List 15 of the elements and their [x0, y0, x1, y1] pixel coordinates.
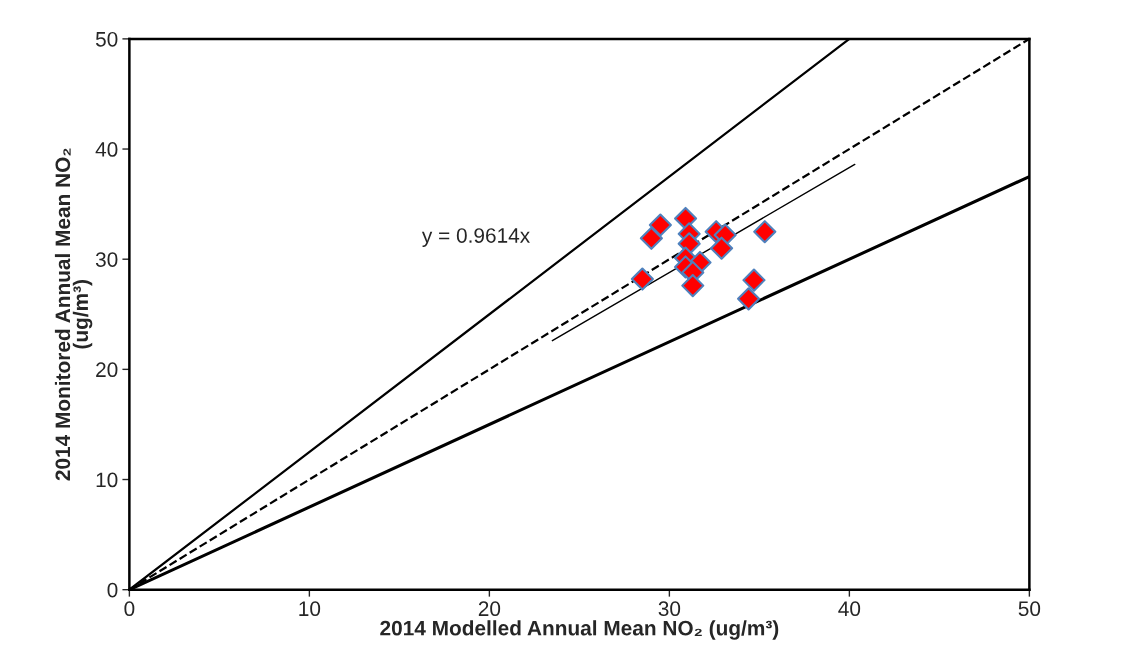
x-tick-label: 30 [658, 601, 681, 617]
x-tick-label: 10 [299, 601, 321, 617]
y-tick-label: 30 [95, 252, 118, 267]
y-tick-label: 10 [96, 472, 118, 488]
x-tick-label: 0 [124, 601, 135, 617]
y-tick-label: 40 [95, 142, 118, 157]
y-tick-label: 50 [95, 31, 118, 47]
x-axis-title: 2014 Modelled Annual Mean NO₂ (ug/m³) [380, 620, 779, 640]
x-tick-label: 40 [838, 601, 861, 617]
y-tick-label: 0 [107, 582, 118, 598]
y-axis-title: 2014 Monitored Annual Mean NO₂ (ug/m³) [54, 148, 93, 481]
annotation: y = 0.9614x [421, 228, 530, 247]
x-tick-label: 20 [478, 601, 501, 617]
y-tick-label: 20 [96, 362, 118, 378]
x-tick-label: 50 [1018, 601, 1041, 617]
